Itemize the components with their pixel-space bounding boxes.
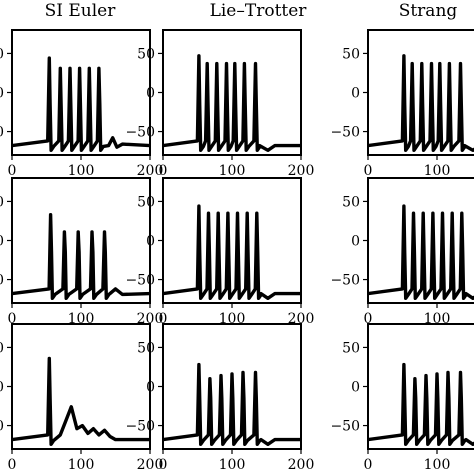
y-tick-label: 50 — [342, 46, 360, 62]
x-tick-label: 0 — [159, 311, 168, 327]
y-tick-label: 50 — [342, 194, 360, 210]
y-tick-label: 0 — [0, 340, 4, 356]
axes-frame — [11, 177, 151, 304]
axes-frame — [162, 177, 302, 304]
axes-frame — [367, 323, 474, 450]
x-tick-label: 200 — [137, 163, 164, 179]
y-tick-label: 50 — [137, 194, 155, 210]
x-tick-label: 0 — [159, 163, 168, 179]
y-tick-label: 0 — [0, 125, 4, 141]
column-title-lie-trotter: Lie–Trotter — [210, 1, 308, 21]
voltage-trace — [163, 204, 301, 300]
panel-r2-c0: 0 0 0 0 100 200 — [0, 323, 164, 473]
x-tick-label: 100 — [424, 163, 451, 179]
x-tick-label: 0 — [8, 163, 17, 179]
x-tick-label: 100 — [68, 457, 95, 473]
y-tick-label: 0 — [0, 234, 4, 250]
panel-r0-c0: 0 0 0 0 100 200 — [0, 29, 164, 179]
y-tick-label: −50 — [330, 273, 360, 289]
axes-frame — [367, 29, 474, 156]
x-tick-label: 0 — [364, 457, 373, 473]
voltage-trace — [163, 54, 301, 153]
voltage-trace — [12, 56, 150, 153]
x-tick-label: 200 — [288, 457, 315, 473]
y-tick-label: 0 — [351, 86, 360, 102]
y-tick-label: 50 — [137, 46, 155, 62]
panel-r0-c1: 50 0 −50 0 100 200 — [125, 29, 315, 179]
voltage-trace — [12, 356, 150, 446]
x-tick-label: 100 — [219, 163, 246, 179]
axes-frame — [162, 29, 302, 156]
x-tick-label: 0 — [364, 311, 373, 327]
panel-r1-c1: 500−500 100 200 — [125, 177, 314, 327]
axes-frame — [367, 177, 474, 304]
x-tick-label: 0 — [8, 457, 17, 473]
axes-frame — [11, 323, 151, 450]
y-tick-label: 0 — [0, 380, 4, 396]
column-title-strang: Strang — [399, 1, 458, 21]
y-tick-label: −50 — [330, 419, 360, 435]
y-tick-label: 0 — [0, 46, 4, 62]
voltage-trace — [368, 204, 474, 300]
y-tick-label: 50 — [137, 340, 155, 356]
x-tick-label: 0 — [8, 311, 17, 327]
x-tick-label: 200 — [288, 163, 315, 179]
voltage-trace — [12, 212, 150, 300]
x-tick-label: 100 — [219, 457, 246, 473]
y-tick-label: −50 — [125, 273, 155, 289]
x-tick-label: 100 — [424, 457, 451, 473]
y-tick-label: 0 — [0, 194, 4, 210]
y-tick-label: −50 — [125, 125, 155, 141]
y-tick-label: 0 — [0, 419, 4, 435]
x-tick-label: 0 — [159, 457, 168, 473]
axes-frame — [11, 29, 151, 156]
y-tick-label: −50 — [125, 419, 155, 435]
y-tick-label: 0 — [146, 234, 155, 250]
y-tick-label: 0 — [0, 273, 4, 289]
x-tick-label: 0 — [364, 163, 373, 179]
y-tick-label: 0 — [0, 86, 4, 102]
column-title-si-euler: SI Euler — [45, 1, 117, 21]
axes-frame — [162, 323, 302, 450]
y-tick-label: −50 — [330, 125, 360, 141]
x-tick-label: 200 — [137, 457, 164, 473]
x-tick-label: 100 — [68, 163, 95, 179]
panel-r2-c1: 50 0 −50 0 100 200 — [125, 323, 315, 473]
voltage-trace — [163, 362, 301, 446]
y-tick-label: 0 — [351, 234, 360, 250]
y-tick-label: 0 — [146, 380, 155, 396]
panels-layer: 0000100200500−500100200500−5001002000000… — [0, 29, 474, 473]
y-tick-label: 50 — [342, 340, 360, 356]
voltage-trace — [368, 54, 474, 153]
voltage-trace — [368, 362, 474, 446]
y-tick-label: 0 — [146, 86, 155, 102]
y-tick-label: 0 — [351, 380, 360, 396]
